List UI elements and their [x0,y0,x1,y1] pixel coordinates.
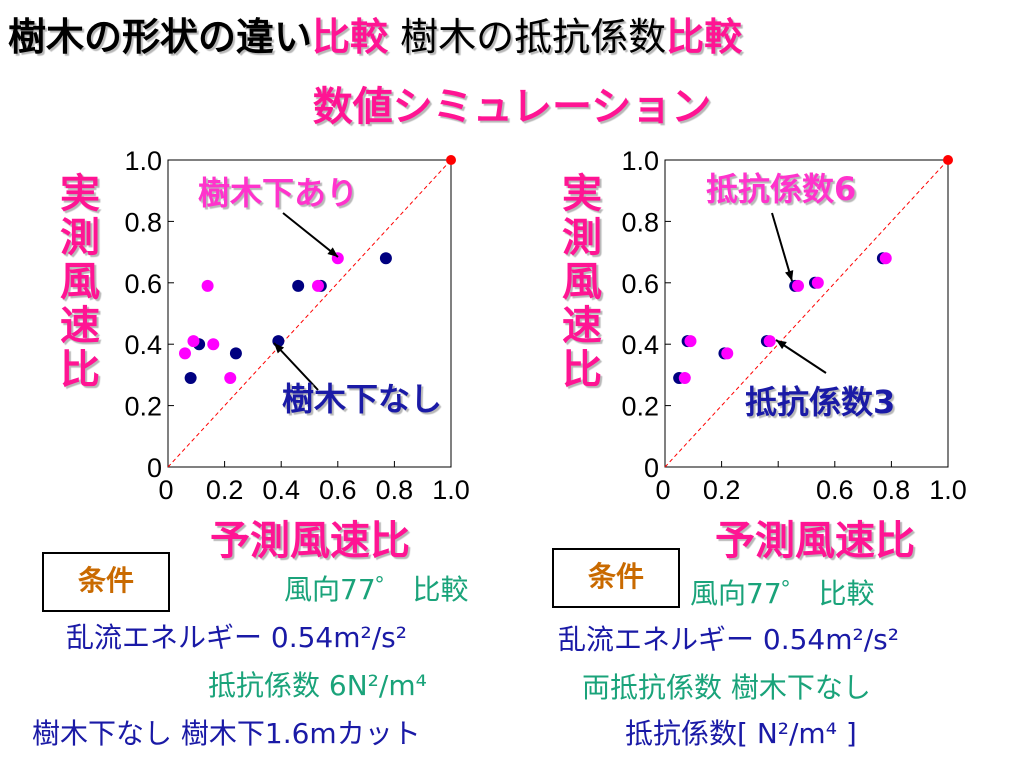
left-y-tick-label: 0.2 [124,392,162,422]
right-x-tick-label: 0 [655,475,670,505]
right-annotation-bottom-arrow-head [776,340,787,350]
left-condition-2: 乱流エネルギー 0.54m²/s² [66,621,407,654]
left-y-tick-label: 0 [147,453,162,483]
right-data-point [763,335,776,348]
left-ylabel-char: 測 [60,215,100,261]
left-annotation-top-arrow [282,212,339,258]
right-y-tick-label: 0.2 [621,392,659,422]
right-annotation-top-arrow [771,212,793,282]
left-data-point [292,279,305,292]
page-subtitle: 数値シミュレーション [312,84,712,130]
right-y-tick-label: 0.8 [621,207,659,237]
right-x-tick-label: 0.8 [873,475,911,505]
right-ylabel-char: 実 [562,171,602,217]
left-annotation-bottom-arrow-head [274,343,285,354]
left-data-point [229,347,242,360]
left-ylabel-char: 風 [60,259,100,305]
left-annotation-bottom: 樹木下なし [282,380,443,418]
page-title: 樹木の形状の違い比較 樹木の抵抗係数比較 [0,6,1024,61]
left-xlabel: 予測風速比 [210,518,410,564]
left-x-tick-label: 0.8 [376,475,414,505]
left-x-tick-label: 0 [158,475,173,505]
left-ylabel-char: 比 [60,347,100,393]
title-part2: 比較 [312,15,389,59]
left-condition-1: 風向77゜ 比較 [284,573,469,606]
left-plot-area [167,159,452,468]
right-ylabel: 実 測 風 速 比 [557,172,607,392]
left-y-tick-label: 0.6 [124,269,162,299]
left-data-point [184,371,197,384]
right-ylabel-char: 測 [562,215,602,261]
right-y-tick-label: 0 [644,453,659,483]
right-annotation-top-arrow-head [785,270,794,281]
title-part4: 比較 [666,15,743,59]
right-y-tick-label: 0.4 [621,330,659,360]
right-data-point [678,371,691,384]
right-condition-box: 条件 [552,548,680,608]
left-x-tick-label: 0.2 [206,475,244,505]
right-data-point [879,252,892,265]
left-annotation-top-arrow-head [327,247,338,257]
right-plot-area [664,159,949,468]
right-annotation-bottom: 抵抗係数3 [745,383,896,421]
left-condition-4: 樹木下なし 樹木下1.6mカット [32,717,421,750]
left-data-point [207,338,220,351]
right-ylabel-char: 風 [562,259,602,305]
left-condition-3: 抵抗係数 6N²/m⁴ [208,669,427,702]
right-x-tick-label: 0.6 [816,475,854,505]
right-condition-1: 風向77゜ 比較 [690,577,875,610]
right-condition-2: 乱流エネルギー 0.54m²/s² [558,623,899,656]
right-condition-4: 抵抗係数[ N²/m⁴ ] [625,717,857,750]
left-y-tick-label: 1.0 [124,146,162,176]
left-y-tick-label: 0.8 [124,207,162,237]
left-reference-point [446,155,456,165]
left-y-tick-label: 0.4 [124,330,162,360]
right-x-tick-label: 0.2 [703,475,741,505]
left-data-point [187,335,200,348]
left-ylabel-char: 速 [60,303,100,349]
right-x-tick-label: 1.0 [929,475,967,505]
right-ylabel-char: 速 [562,303,602,349]
left-ylabel-char: 実 [60,171,100,217]
right-condition-3: 両抵抗係数 樹木下なし [582,671,871,704]
left-annotation-bottom-arrow [273,342,319,391]
left-data-point [311,279,324,292]
right-annotation-top: 抵抗係数6 [706,170,857,208]
left-data-point [178,347,191,360]
right-data-point [811,276,824,289]
left-x-tick-label: 0.4 [262,475,300,505]
left-x-tick-label: 0.6 [319,475,357,505]
right-y-tick-label: 0.6 [621,269,659,299]
right-y-tick-label: 1.0 [621,146,659,176]
right-data-point [721,347,734,360]
right-xlabel: 予測風速比 [715,518,915,564]
left-data-point [379,252,392,265]
left-scatter-chart: 000.20.20.40.40.60.60.80.81.01.0000.20.2… [124,146,967,505]
title-part3: 樹木の抵抗係数 [388,15,667,59]
right-data-point [792,279,805,292]
right-data-point [684,335,697,348]
left-x-tick-label: 1.0 [432,475,470,505]
left-data-point [201,279,214,292]
right-ylabel-char: 比 [562,347,602,393]
right-reference-point [943,155,953,165]
left-condition-box: 条件 [42,552,170,612]
left-data-point [224,371,237,384]
title-part1: 樹木の形状の違い [8,15,313,59]
left-annotation-top: 樹木下あり [198,174,359,212]
left-ylabel: 実 測 風 速 比 [55,172,105,392]
